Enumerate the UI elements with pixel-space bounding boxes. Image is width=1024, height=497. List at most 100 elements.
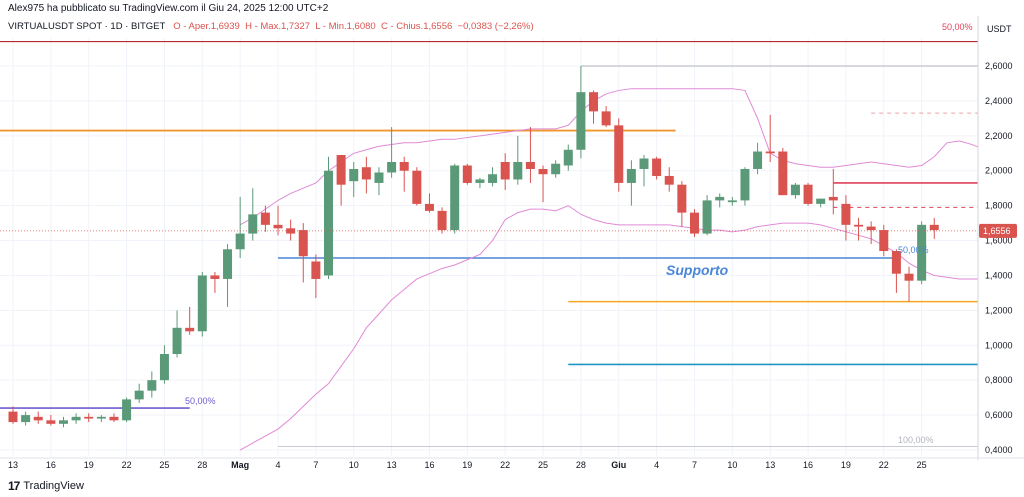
candle-body bbox=[8, 411, 18, 423]
time-tick-label: 22 bbox=[122, 460, 132, 470]
candle-body bbox=[828, 196, 838, 201]
candle-body bbox=[437, 210, 447, 231]
candle-body bbox=[46, 420, 56, 424]
time-tick-label: 28 bbox=[576, 460, 586, 470]
candle-body bbox=[917, 224, 927, 281]
fib-100: 100,00% bbox=[898, 435, 934, 445]
candle-body bbox=[450, 165, 460, 231]
candle-body bbox=[538, 168, 548, 175]
time-tick-label: 7 bbox=[692, 460, 697, 470]
candle-body bbox=[475, 179, 485, 183]
symbol-info-bar: VIRTUALUSDT SPOT · 1D · BITGET O - Aper.… bbox=[8, 21, 534, 32]
candle-body bbox=[197, 275, 207, 332]
candle-body bbox=[33, 416, 43, 421]
candle-body bbox=[803, 184, 813, 204]
ohlc-low: L - Min.1,6080 bbox=[315, 21, 376, 32]
fib-50-right: 50,00% bbox=[898, 245, 929, 255]
time-tick-label: 16 bbox=[803, 460, 813, 470]
time-tick-label: 22 bbox=[879, 460, 889, 470]
candle-body bbox=[399, 162, 409, 171]
symbol-name[interactable]: VIRTUALUSDT SPOT · 1D · BITGET bbox=[8, 21, 166, 32]
candle-body bbox=[462, 165, 472, 183]
candle-body bbox=[689, 212, 699, 234]
price-tick-label: 1,4000 bbox=[985, 270, 1013, 280]
candle-body bbox=[614, 125, 624, 183]
time-tick-label: 25 bbox=[538, 460, 548, 470]
candle-body bbox=[576, 92, 586, 150]
candle-body bbox=[841, 203, 851, 225]
price-tick-label: 2,6000 bbox=[985, 61, 1013, 71]
time-tick-label: 28 bbox=[197, 460, 207, 470]
time-tick-label: 25 bbox=[917, 460, 927, 470]
candle-body bbox=[854, 224, 864, 227]
time-tick-label: 13 bbox=[387, 460, 397, 470]
candle-body bbox=[336, 155, 346, 185]
candle-body bbox=[273, 224, 283, 229]
price-tick-label: 0,8000 bbox=[985, 375, 1013, 385]
candle-body bbox=[664, 175, 674, 185]
time-tick-label: 16 bbox=[46, 460, 56, 470]
candle-body bbox=[904, 273, 914, 281]
candle-body bbox=[816, 198, 826, 204]
candle-body bbox=[286, 228, 296, 234]
last-price-badge bbox=[979, 223, 1017, 238]
candle-body bbox=[715, 196, 725, 201]
publisher-line: Alex975 ha pubblicato su TradingView.com… bbox=[8, 3, 329, 14]
candle-body bbox=[84, 416, 94, 419]
price-tick-label: 0,4000 bbox=[985, 445, 1013, 455]
candle-body bbox=[361, 167, 371, 180]
candle-body bbox=[525, 162, 535, 169]
candle-body bbox=[702, 200, 712, 234]
price-tick-label: 1,2000 bbox=[985, 305, 1013, 315]
price-tick-label: 1,6000 bbox=[985, 236, 1013, 246]
time-tick-label: 19 bbox=[84, 460, 94, 470]
time-tick-label: 22 bbox=[500, 460, 510, 470]
candle-body bbox=[790, 184, 800, 196]
candle-body bbox=[740, 168, 750, 201]
candle-body bbox=[589, 92, 599, 112]
price-tick-label: 1,8000 bbox=[985, 201, 1013, 211]
candle-body bbox=[58, 420, 68, 424]
candle-body bbox=[71, 416, 81, 421]
last-price-label: 1,6556 bbox=[983, 226, 1011, 236]
time-tick-label: 4 bbox=[276, 460, 281, 470]
candle-body bbox=[122, 399, 132, 421]
price-tick-label: 2,2000 bbox=[985, 131, 1013, 141]
candle-body bbox=[109, 416, 119, 421]
candle-body bbox=[387, 162, 397, 173]
ohlc-open: O - Aper.1,6939 bbox=[173, 21, 240, 32]
candle-body bbox=[374, 172, 384, 183]
time-tick-label: 19 bbox=[462, 460, 472, 470]
candle-body bbox=[260, 212, 270, 225]
candle-body bbox=[412, 170, 422, 204]
bollinger-lower bbox=[239, 205, 985, 451]
candle-body bbox=[639, 158, 649, 169]
candle-body bbox=[765, 151, 775, 154]
time-tick-label: 13 bbox=[765, 460, 775, 470]
price-tick-label: 2,0000 bbox=[985, 166, 1013, 176]
candle-body bbox=[424, 203, 434, 211]
tradingview-footer[interactable]: 17 TradingView bbox=[8, 479, 84, 493]
candle-body bbox=[652, 158, 662, 176]
chart-grid bbox=[0, 38, 978, 456]
candle-body bbox=[147, 380, 157, 391]
time-tick-label: 16 bbox=[424, 460, 434, 470]
bollinger-bands bbox=[239, 88, 985, 451]
time-tick-label: Giu bbox=[611, 460, 626, 470]
ohlc-change: −0,0383 (−2,26%) bbox=[457, 21, 534, 32]
time-tick-label: 4 bbox=[654, 460, 659, 470]
candle-body bbox=[96, 416, 106, 419]
candle-body bbox=[172, 327, 182, 354]
price-tick-label: 0,6000 bbox=[985, 410, 1013, 420]
candle-body bbox=[626, 168, 636, 183]
candle-body bbox=[349, 168, 359, 182]
candle-body bbox=[778, 151, 788, 196]
candle-body bbox=[298, 230, 308, 257]
candle-body bbox=[753, 151, 763, 169]
candle-body bbox=[879, 230, 889, 252]
price-tick-label: 1,0000 bbox=[985, 340, 1013, 350]
axis-currency: USDT bbox=[987, 24, 1012, 34]
ohlc-high: H - Max.1,7327 bbox=[245, 21, 311, 32]
